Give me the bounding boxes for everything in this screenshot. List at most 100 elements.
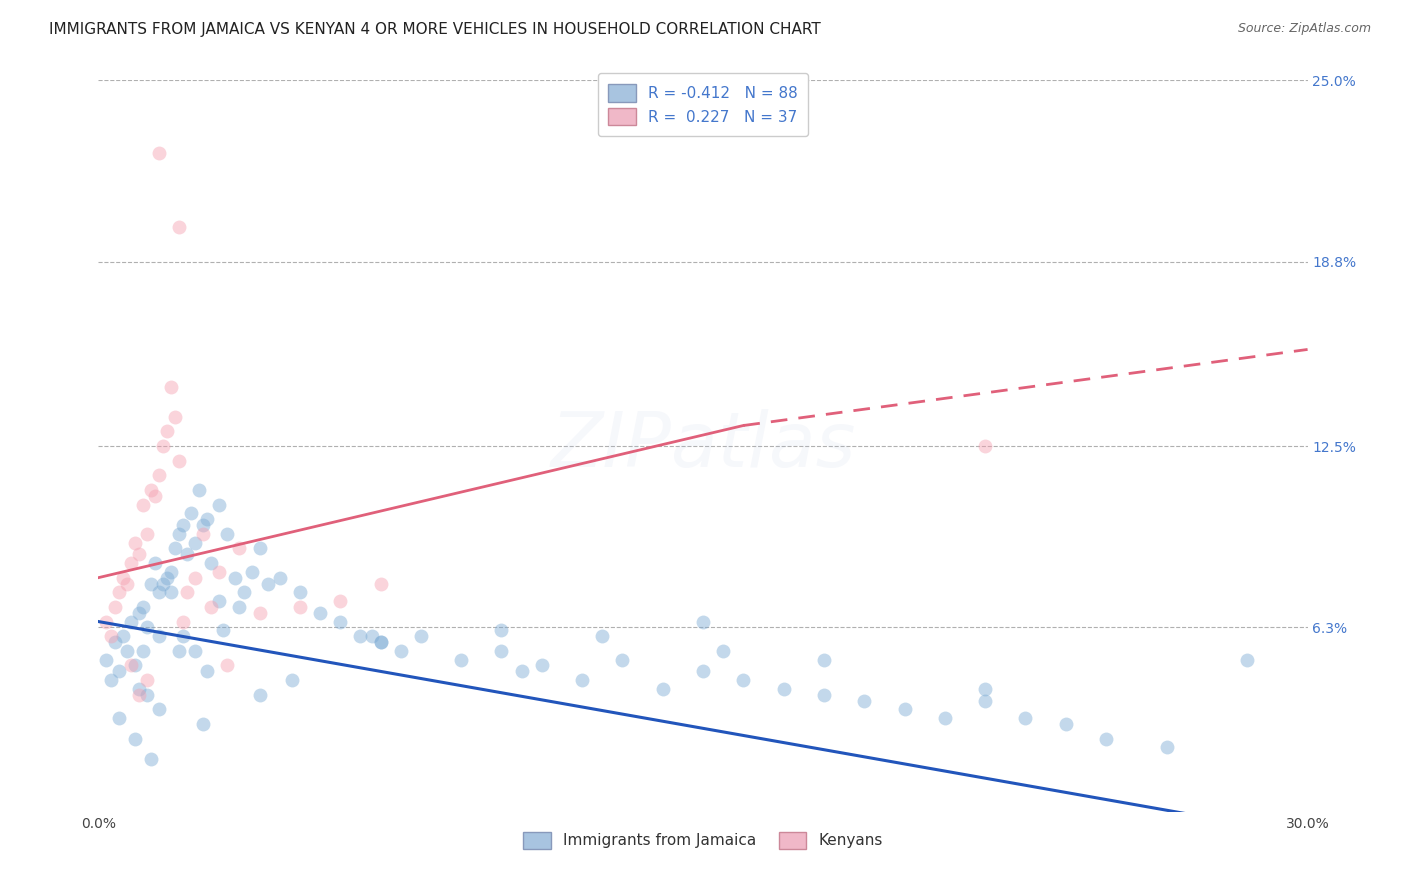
Point [139,752,162,766]
Point [103,635,125,649]
Point [167,453,190,467]
Point [389,644,412,658]
Point [256,576,278,591]
Point [1236,652,1258,666]
Point [148,585,170,599]
Point [651,681,673,696]
Point [115,644,138,658]
Point [813,652,835,666]
Point [132,498,155,512]
Point [361,629,384,643]
Point [163,409,186,424]
Point [152,576,174,591]
Point [184,644,207,658]
Point [240,565,263,579]
Point [188,483,211,497]
Point [193,518,215,533]
Point [491,644,513,658]
Point [974,439,997,453]
Point [370,635,392,649]
Point [107,585,129,599]
Point [167,644,190,658]
Point [111,571,134,585]
Point [1054,717,1077,731]
Point [208,498,231,512]
Point [974,681,997,696]
Point [176,585,198,599]
Point [200,599,222,614]
Point [329,594,352,608]
Point [249,606,271,620]
Point [370,576,392,591]
Point [160,565,183,579]
Point [249,688,271,702]
Point [249,541,271,556]
Point [115,576,138,591]
Point [139,483,162,497]
Point [184,571,207,585]
Point [172,518,194,533]
Point [135,673,157,687]
Point [103,599,125,614]
Point [349,629,371,643]
Point [128,547,150,561]
Point [128,688,150,702]
Text: ZIPatlas: ZIPatlas [550,409,856,483]
Point [143,556,166,570]
Point [148,146,170,161]
Point [195,665,218,679]
Point [135,526,157,541]
Point [309,606,332,620]
Point [176,547,198,561]
Point [139,576,162,591]
Point [100,629,122,643]
Point [208,565,231,579]
Point [160,585,183,599]
Point [193,526,215,541]
Point [107,711,129,725]
Point [212,624,235,638]
Point [491,624,513,638]
Point [224,571,246,585]
Point [1156,740,1178,755]
Point [974,693,997,707]
Text: Source: ZipAtlas.com: Source: ZipAtlas.com [1237,22,1371,36]
Point [1095,731,1118,746]
Point [370,635,392,649]
Point [853,693,876,707]
Point [329,615,352,629]
Point [167,526,190,541]
Point [111,629,134,643]
Point [96,652,118,666]
Point [450,652,472,666]
Point [160,380,183,394]
Point [135,688,157,702]
Point [184,535,207,549]
Point [591,629,613,643]
Point [530,658,553,673]
Point [612,652,634,666]
Point [120,556,142,570]
Point [200,556,222,570]
Point [120,615,142,629]
Point [128,681,150,696]
Point [148,468,170,483]
Point [132,599,155,614]
Point [163,541,186,556]
Point [692,665,714,679]
Point [148,702,170,716]
Point [813,688,835,702]
Point [107,665,129,679]
Point [156,571,179,585]
Point [96,615,118,629]
Point [733,673,755,687]
Point [934,711,956,725]
Point [281,673,304,687]
Point [143,489,166,503]
Point [692,615,714,629]
Point [772,681,794,696]
Point [1014,711,1036,725]
Point [152,439,174,453]
Point [128,606,150,620]
Legend: Immigrants from Jamaica, Kenyans: Immigrants from Jamaica, Kenyans [517,825,889,855]
